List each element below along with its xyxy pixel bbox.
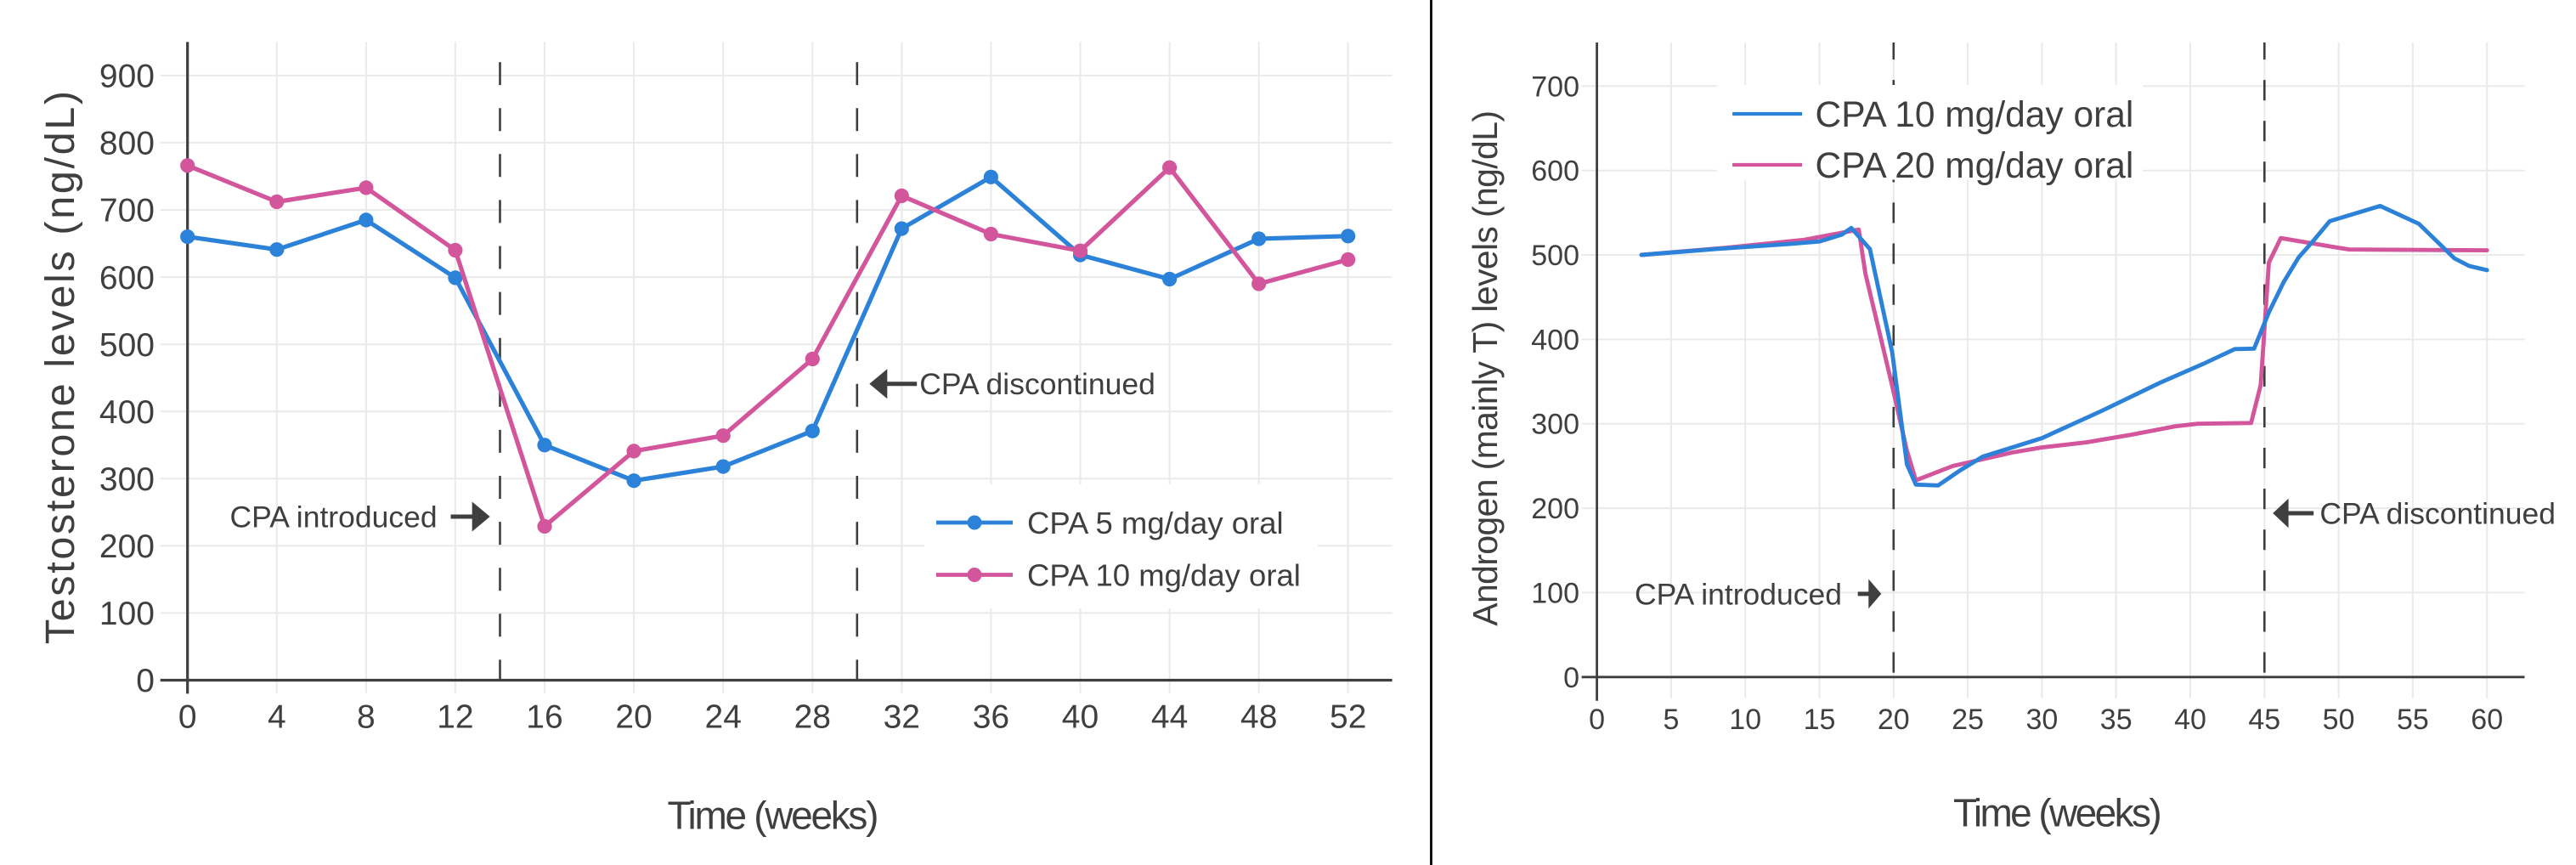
- svg-text:800: 800: [99, 126, 155, 162]
- svg-text:300: 300: [1531, 409, 1579, 441]
- svg-text:400: 400: [1531, 324, 1579, 356]
- svg-text:45: 45: [2248, 704, 2280, 736]
- svg-text:Time (weeks): Time (weeks): [1953, 791, 2160, 835]
- svg-text:Time (weeks): Time (weeks): [667, 794, 877, 838]
- svg-text:60: 60: [2471, 704, 2503, 736]
- svg-text:Androgen (mainly T) levels (ng: Androgen (mainly T) levels (ng/dL): [1466, 111, 1505, 626]
- svg-text:900: 900: [99, 59, 155, 95]
- svg-text:32: 32: [884, 699, 920, 736]
- svg-text:50: 50: [2323, 704, 2355, 736]
- svg-text:44: 44: [1151, 699, 1188, 736]
- svg-text:28: 28: [794, 699, 831, 736]
- svg-text:20: 20: [615, 699, 652, 736]
- svg-text:600: 600: [1531, 155, 1579, 188]
- svg-text:CPA 10 mg/day oral: CPA 10 mg/day oral: [1816, 95, 2134, 135]
- svg-text:200: 200: [99, 529, 155, 565]
- svg-text:CPA introduced: CPA introduced: [1635, 577, 1842, 611]
- svg-text:0: 0: [178, 699, 197, 736]
- svg-text:0: 0: [136, 663, 155, 699]
- svg-text:24: 24: [705, 699, 742, 736]
- svg-text:0: 0: [1563, 662, 1579, 694]
- svg-text:30: 30: [2025, 704, 2058, 736]
- svg-text:40: 40: [2174, 704, 2206, 736]
- svg-text:36: 36: [973, 699, 1009, 736]
- svg-text:55: 55: [2397, 704, 2429, 736]
- svg-text:0: 0: [1589, 704, 1605, 736]
- svg-text:CPA 20 mg/day oral: CPA 20 mg/day oral: [1816, 146, 2134, 186]
- svg-text:500: 500: [1531, 240, 1579, 272]
- svg-text:CPA 10 mg/day oral: CPA 10 mg/day oral: [1027, 557, 1301, 592]
- svg-text:52: 52: [1330, 699, 1366, 736]
- svg-text:300: 300: [99, 461, 155, 498]
- svg-text:600: 600: [99, 260, 155, 297]
- svg-text:8: 8: [357, 699, 376, 736]
- svg-text:CPA discontinued: CPA discontinued: [919, 367, 1155, 401]
- svg-text:CPA introduced: CPA introduced: [230, 500, 438, 534]
- svg-text:5: 5: [1663, 704, 1679, 736]
- svg-text:Testosterone levels (ng/dL): Testosterone levels (ng/dL): [37, 88, 83, 644]
- svg-text:CPA 5 mg/day oral: CPA 5 mg/day oral: [1027, 506, 1284, 540]
- svg-text:10: 10: [1729, 704, 1761, 736]
- svg-text:700: 700: [1531, 71, 1579, 103]
- svg-text:100: 100: [99, 596, 155, 632]
- svg-text:25: 25: [1952, 704, 1984, 736]
- svg-text:500: 500: [99, 327, 155, 364]
- svg-text:4: 4: [268, 699, 286, 736]
- svg-text:16: 16: [526, 699, 562, 736]
- svg-text:CPA discontinued: CPA discontinued: [2319, 496, 2556, 530]
- svg-text:12: 12: [437, 699, 473, 736]
- svg-text:700: 700: [99, 193, 155, 229]
- svg-text:35: 35: [2100, 704, 2133, 736]
- svg-text:20: 20: [1878, 704, 1910, 736]
- svg-text:40: 40: [1062, 699, 1099, 736]
- svg-text:48: 48: [1240, 699, 1277, 736]
- svg-text:400: 400: [99, 394, 155, 431]
- svg-text:100: 100: [1531, 577, 1579, 609]
- svg-text:200: 200: [1531, 493, 1579, 525]
- svg-text:15: 15: [1804, 704, 1836, 736]
